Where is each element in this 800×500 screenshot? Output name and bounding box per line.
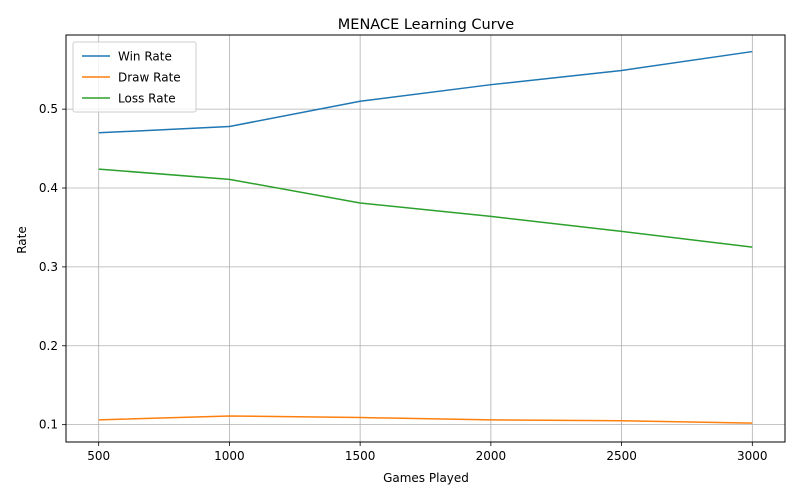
legend-label-win-rate: Win Rate bbox=[118, 50, 172, 64]
x-tick-label: 500 bbox=[87, 449, 110, 463]
series-line-draw-rate bbox=[98, 415, 753, 424]
y-tick-label: 0.2 bbox=[39, 339, 58, 353]
series-lines bbox=[98, 50, 753, 424]
legend-label-draw-rate: Draw Rate bbox=[118, 71, 181, 85]
series-line-loss-rate bbox=[98, 168, 753, 248]
x-tick-label: 2000 bbox=[476, 449, 507, 463]
legend-label-loss-rate: Loss Rate bbox=[118, 92, 176, 106]
x-tick-label: 3000 bbox=[737, 449, 768, 463]
y-axis-label: Rate bbox=[15, 226, 29, 254]
series-line-win-rate bbox=[98, 50, 753, 134]
x-tick-label: 2500 bbox=[606, 449, 637, 463]
plot-area-frame bbox=[65, 34, 786, 443]
x-axis-label: Games Played bbox=[383, 471, 469, 485]
x-axis-ticks: 500 1000 1500 2000 2500 3000 bbox=[87, 442, 768, 463]
y-axis-ticks: 0.1 0.2 0.3 0.4 0.5 bbox=[39, 102, 66, 432]
chart-title: MENACE Learning Curve bbox=[338, 17, 514, 33]
y-tick-label: 0.1 bbox=[39, 418, 58, 432]
y-tick-label: 0.3 bbox=[39, 260, 58, 274]
x-tick-label: 1500 bbox=[345, 449, 376, 463]
legend: Win Rate Draw Rate Loss Rate bbox=[72, 41, 197, 113]
legend-box bbox=[72, 41, 197, 113]
x-tick-label: 1000 bbox=[214, 449, 245, 463]
y-tick-label: 0.5 bbox=[39, 102, 58, 116]
y-tick-label: 0.4 bbox=[39, 181, 58, 195]
